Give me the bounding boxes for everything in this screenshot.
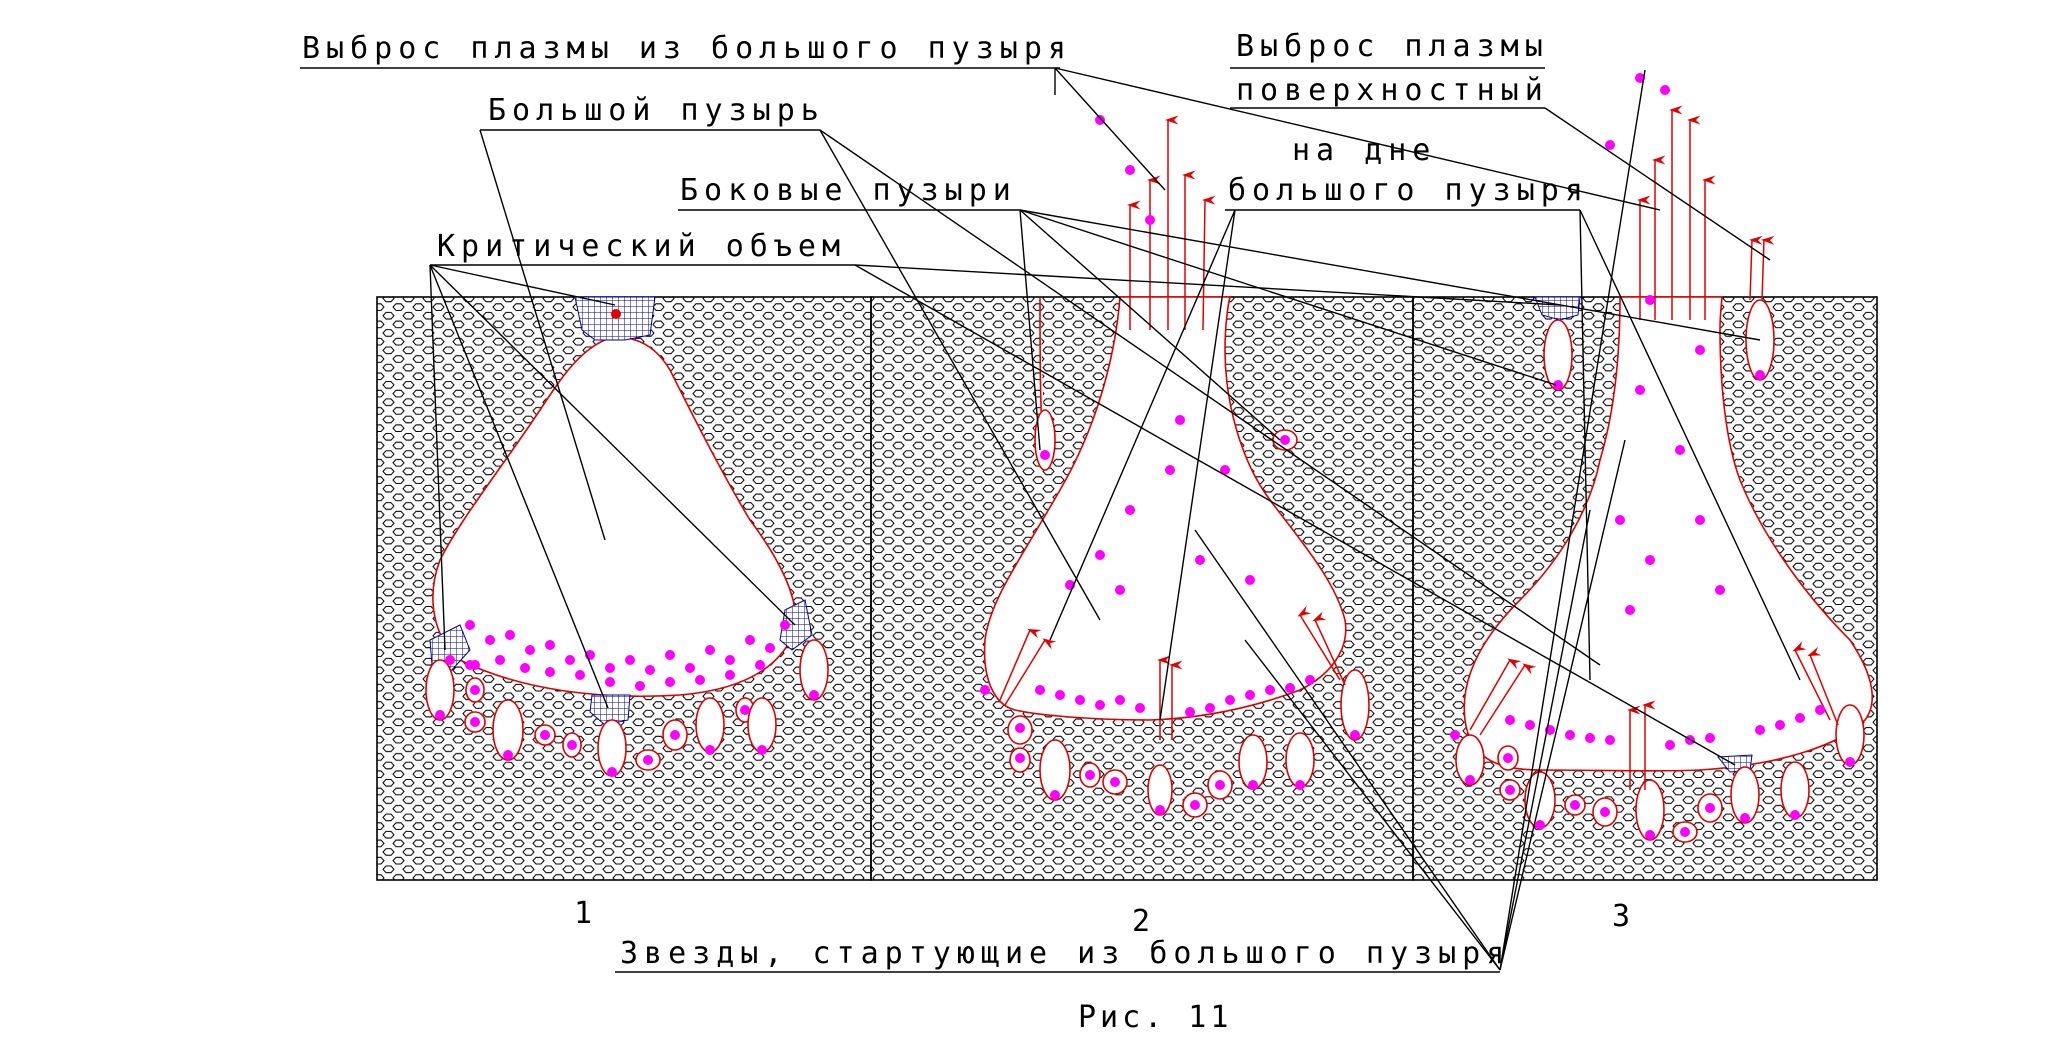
label-critical-volume: Критический объем xyxy=(437,229,846,264)
critical-volume-right xyxy=(779,599,813,651)
label-surface-ejection-line1: Выброс плазмы xyxy=(1236,29,1549,64)
side-bubble xyxy=(1835,704,1865,766)
leader-lines xyxy=(429,67,1801,971)
panel-3-side-bubbles xyxy=(1455,734,1810,843)
stars xyxy=(435,73,1855,840)
label-large-bubble: Большой пузырь xyxy=(488,93,825,128)
label-stars-from-bubble: Звезды, стартующие из большого пузыря xyxy=(620,936,1510,971)
panel-3-number: 3 xyxy=(1612,899,1630,934)
label-large-bubble-ejection: Выброс плазмы из большого пузыря xyxy=(302,31,1072,66)
label-bottom-line1: на дне xyxy=(1292,133,1436,168)
figure-caption: Рис. 11 xyxy=(1078,1000,1232,1035)
side-bubble xyxy=(1780,761,1810,819)
plasma-arrows xyxy=(999,105,1839,790)
side-bubble xyxy=(1340,669,1370,741)
side-bubble xyxy=(695,697,725,753)
label-surface-ejection-line2: поверхностный xyxy=(1236,73,1549,108)
label-underlines xyxy=(300,67,1580,973)
large-bubble-shape xyxy=(432,336,797,697)
panel-2-number: 2 xyxy=(1132,904,1150,939)
side-bubble xyxy=(1543,319,1573,391)
label-bottom-line2: большого пузыря xyxy=(1228,173,1589,208)
open-bubble-shape xyxy=(1463,296,1873,772)
star-marker xyxy=(611,309,621,319)
side-bubble xyxy=(747,697,777,753)
panel-1-large-bubble xyxy=(429,296,813,726)
burst-bubble-shape xyxy=(983,296,1347,721)
label-side-bubbles: Боковые пузыри xyxy=(680,173,1017,208)
side-bubble xyxy=(1285,732,1315,788)
panel-1-number: 1 xyxy=(574,896,592,931)
